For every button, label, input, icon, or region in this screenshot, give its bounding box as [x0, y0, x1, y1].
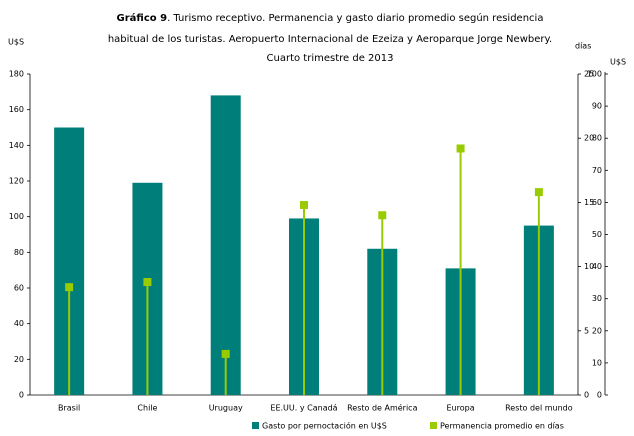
- y-tick-label: 180: [9, 70, 24, 79]
- stem-marker: [65, 283, 74, 292]
- y2-tick-label: 25: [584, 70, 594, 79]
- y-tick-label: 0: [19, 391, 24, 400]
- title-line: . Turismo receptivo. Permanencia y gasto…: [167, 12, 543, 24]
- y-tick-label: 80: [14, 248, 24, 257]
- legend-label: Gasto por pernoctación en U$S: [262, 421, 387, 431]
- y3-tick-label: 10: [592, 358, 602, 367]
- y3-tick-label: 50: [592, 230, 602, 239]
- stem-marker: [456, 144, 465, 153]
- title-line: habitual de los turistas. Aeropuerto Int…: [108, 34, 552, 45]
- y3-axis-label: U$S: [610, 58, 626, 67]
- y3-tick-label: 30: [592, 294, 602, 303]
- y3-tick-label: 40: [592, 262, 602, 271]
- legend-swatch: [252, 422, 259, 429]
- y2-tick-label: 10: [584, 262, 594, 271]
- stem-marker: [221, 349, 230, 358]
- legend-swatch: [430, 422, 437, 429]
- y3-tick-label: 20: [592, 326, 602, 335]
- x-tick-label: Chile: [137, 404, 157, 413]
- x-tick-label: Resto del mundo: [505, 404, 573, 413]
- title-label: Gráfico 9: [117, 12, 168, 24]
- y2-axis-label: días: [575, 42, 591, 51]
- y2-tick-label: 20: [584, 134, 594, 143]
- x-tick-label: Resto de América: [347, 403, 418, 413]
- x-tick-label: Uruguay: [209, 404, 243, 413]
- stem-marker: [378, 211, 387, 220]
- y-tick-label: 60: [14, 284, 24, 293]
- legend-label: Permanencia promedio en días: [440, 422, 564, 431]
- chart-title: Gráfico 9. Turismo receptivo. Permanenci…: [117, 12, 544, 24]
- bar: [210, 95, 241, 396]
- y3-tick-label: 60: [592, 198, 602, 207]
- x-tick-label: Europa: [447, 404, 475, 413]
- y3-tick-label: 100: [587, 70, 602, 79]
- y-tick-label: 100: [9, 212, 24, 221]
- y2-tick-label: 15: [584, 198, 594, 207]
- x-tick-label: EE.UU. y Canadá: [270, 404, 337, 413]
- y3-tick-label: 90: [592, 102, 602, 111]
- y3-tick-label: 70: [592, 166, 602, 175]
- y-tick-label: 140: [9, 141, 24, 150]
- title-line: Cuarto trimestre de 2013: [267, 53, 394, 64]
- y2-tick-label: 0: [584, 391, 589, 400]
- stem-marker: [300, 200, 308, 209]
- y2-tick-label: 5: [584, 326, 589, 335]
- y-tick-label: 20: [14, 355, 24, 364]
- y-tick-label: 40: [14, 319, 24, 328]
- stem-marker: [534, 188, 543, 197]
- y3-tick-label: 80: [592, 134, 602, 143]
- x-tick-label: Brasil: [58, 404, 80, 413]
- y3-tick-label: 0: [597, 391, 602, 400]
- stem-marker: [143, 278, 152, 287]
- y-axis-label: U$S: [8, 38, 24, 47]
- y-tick-label: 160: [9, 105, 24, 114]
- y-tick-label: 120: [9, 177, 24, 186]
